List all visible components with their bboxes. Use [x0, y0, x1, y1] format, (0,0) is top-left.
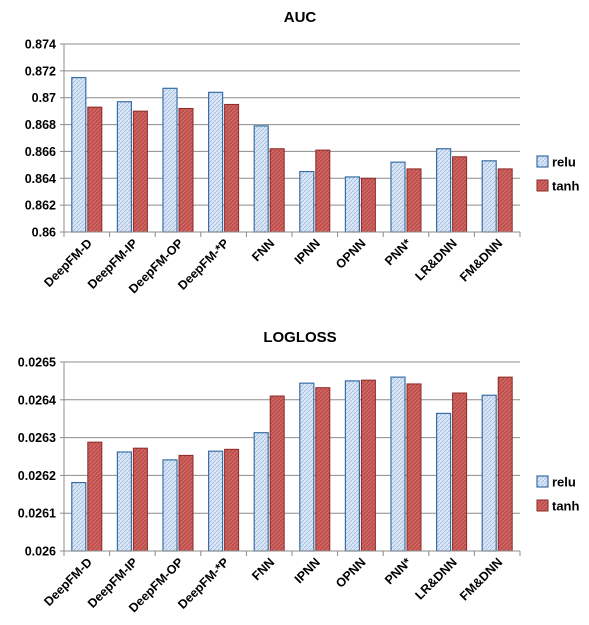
- bar-relu-deepfm-d: [71, 481, 87, 552]
- bar-tanh-lr-dnn: [452, 156, 468, 233]
- bar-relu-pnn-: [390, 376, 406, 552]
- y-tick-label: 0.872: [25, 64, 56, 78]
- bar-relu-opnn: [344, 176, 360, 233]
- bar-relu-deepfm-p: [208, 450, 224, 552]
- chart-title: LOGLOSS: [263, 329, 336, 346]
- y-tick-label: 0.87: [32, 91, 56, 105]
- bar-relu-deepfm-p: [208, 91, 224, 233]
- x-category-label: FM&DNN: [457, 236, 505, 284]
- legend-label-relu: relu: [552, 475, 576, 490]
- y-tick-label: 0.026: [25, 545, 56, 559]
- bar-relu-ipnn: [299, 170, 315, 233]
- x-category-label: PNN*: [382, 236, 414, 268]
- bar-relu-lr-dnn: [436, 148, 452, 233]
- legend: relu tanh: [536, 475, 580, 514]
- bar-relu-deepfm-ip: [116, 101, 133, 233]
- logloss-chart: LOGLOSS 0.026 0.0261 0.0262 0.0263 0.0264 0.02…: [18, 329, 580, 615]
- bar-relu-deepfm-ip: [116, 451, 133, 552]
- legend-label-tanh: tanh: [552, 179, 580, 194]
- x-category-label: FNN: [249, 236, 277, 264]
- bar-relu-deepfm-d: [71, 76, 87, 233]
- legend-label-relu: relu: [552, 155, 576, 170]
- y-tick-label: 0.86: [32, 226, 56, 240]
- legend-swatch-relu: [536, 155, 549, 168]
- bar-relu-deepfm-op: [162, 87, 178, 233]
- bar-relu-fm-dnn: [481, 394, 497, 552]
- bar-relu-fnn: [253, 432, 269, 552]
- bar-tanh-deepfm-op: [178, 107, 194, 233]
- y-tick-label: 0.874: [25, 38, 56, 52]
- y-tick-label: 0.0264: [18, 393, 56, 407]
- x-category-label: OPNN: [333, 236, 368, 271]
- y-tick-label: 0.864: [25, 172, 56, 186]
- bar-tanh-fnn: [269, 148, 285, 233]
- legend-label-tanh: tanh: [552, 499, 580, 514]
- legend-swatch-tanh: [536, 499, 549, 512]
- bar-tanh-fnn: [269, 395, 285, 552]
- chart-title: AUC: [284, 9, 317, 26]
- legend-swatch-tanh: [536, 179, 549, 192]
- y-tick-label: 0.0261: [18, 507, 56, 521]
- bar-relu-opnn: [344, 380, 360, 552]
- x-category-label: IPNN: [292, 236, 323, 267]
- auc-chart: AUC 0.86 0.862 0.864 0.866 0.868 0.87 0.872 0.87…: [25, 9, 580, 296]
- bar-relu-fnn: [253, 125, 269, 233]
- y-tick-label: 0.0265: [18, 356, 56, 370]
- bar-tanh-opnn: [360, 379, 376, 552]
- x-category-label: FM&DNN: [457, 555, 505, 603]
- y-tick-label: 0.868: [25, 118, 56, 132]
- bar-relu-deepfm-op: [162, 459, 178, 552]
- bar-tanh-deepfm-p: [224, 103, 240, 233]
- bar-relu-lr-dnn: [436, 412, 452, 552]
- x-category-label: LR&DNN: [412, 236, 459, 283]
- y-tick-label: 0.0262: [18, 469, 56, 483]
- bar-tanh-deepfm-ip: [132, 447, 148, 552]
- bar-tanh-opnn: [360, 177, 376, 233]
- x-category-label: PNN*: [382, 555, 414, 587]
- x-category-label: LR&DNN: [412, 555, 459, 602]
- bar-relu-fm-dnn: [481, 160, 497, 233]
- x-category-label: IPNN: [292, 555, 323, 586]
- x-category-label: FNN: [249, 555, 277, 583]
- bar-tanh-ipnn: [315, 387, 331, 552]
- legend: relu tanh: [536, 155, 580, 194]
- bar-tanh-fm-dnn: [497, 168, 513, 233]
- bar-tanh-deepfm-p: [224, 448, 240, 552]
- legend-swatch-relu: [536, 475, 549, 488]
- x-category-label: OPNN: [333, 555, 368, 590]
- bar-tanh-deepfm-ip: [132, 110, 148, 233]
- bar-tanh-deepfm-d: [87, 106, 103, 233]
- bar-tanh-lr-dnn: [452, 392, 468, 552]
- y-tick-label: 0.0263: [18, 431, 56, 445]
- bar-tanh-pnn-: [406, 383, 422, 552]
- bar-tanh-fm-dnn: [497, 376, 513, 552]
- bar-tanh-ipnn: [315, 149, 331, 233]
- bar-tanh-pnn-: [406, 168, 422, 233]
- bar-tanh-deepfm-d: [87, 441, 103, 552]
- y-tick-label: 0.866: [25, 145, 56, 159]
- bar-relu-pnn-: [390, 161, 406, 233]
- bar-tanh-deepfm-op: [178, 454, 194, 552]
- y-tick-label: 0.862: [25, 199, 56, 213]
- bar-relu-ipnn: [299, 382, 315, 552]
